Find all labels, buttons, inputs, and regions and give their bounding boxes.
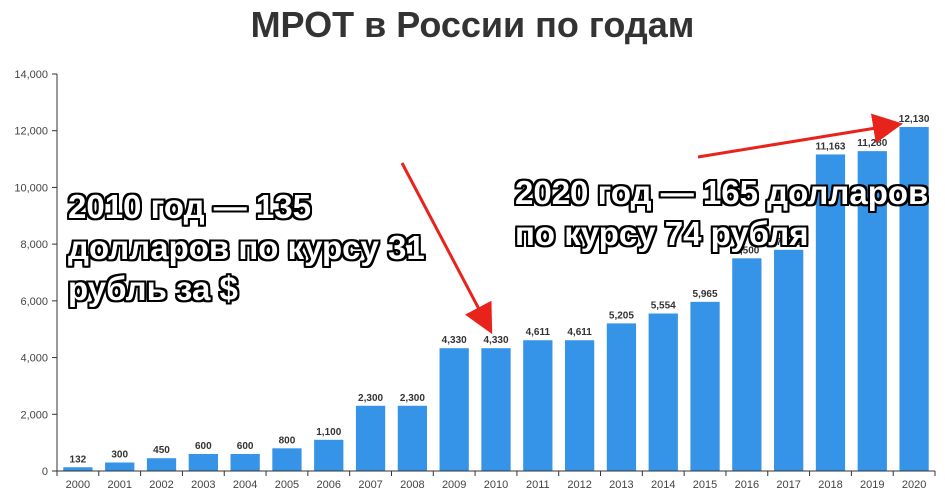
arrow-to-2020 — [697, 113, 903, 159]
x-tick-label-2009: 2009 — [442, 479, 466, 491]
bar-2009 — [439, 348, 469, 471]
x-axis: 2000 2001 2002 2003 2004 2005 2006 2007 2008 2009… — [56, 470, 936, 491]
x-tick-label-2020: 2020 — [902, 479, 926, 491]
bar-2010 — [481, 348, 511, 471]
bar-2016 — [732, 258, 762, 471]
bars — [63, 127, 929, 472]
data-label-2006: 1,100 — [316, 427, 341, 438]
y-tick-label: 2,000 — [20, 409, 48, 421]
data-label-2020: 12,130 — [899, 114, 930, 125]
x-tick-label-2002: 2002 — [149, 479, 173, 491]
bar-2000 — [63, 467, 93, 471]
data-label-2007: 2,300 — [358, 393, 383, 404]
annotation-2020: 2020 год — 165 долларов по курсу 74 рубл… — [515, 172, 935, 254]
bar-2014 — [648, 313, 678, 471]
y-tick-label: 10,000 — [14, 182, 48, 194]
x-tick-label-2011: 2011 — [526, 479, 550, 491]
bar-2002 — [146, 458, 177, 471]
data-label-2012: 4,611 — [567, 327, 592, 338]
x-tick-label-2010: 2010 — [484, 479, 508, 491]
bar-2007 — [355, 405, 386, 471]
x-tick-label-2003: 2003 — [191, 479, 215, 491]
bar-2013 — [606, 323, 637, 471]
chart-title: МРОТ в России по годам — [250, 4, 695, 45]
x-tick-label-2013: 2013 — [609, 479, 633, 491]
data-labels: 132 300 450 600 600 800 1,100 2,300 2,300 4,330 4,… — [70, 114, 930, 465]
annotation-2020-line-1: 2020 год — 165 долларов — [515, 174, 929, 211]
data-label-2015: 5,965 — [693, 289, 718, 300]
data-label-2008: 2,300 — [400, 393, 425, 404]
annotation-2010-line-2: долларов по курсу 31 — [68, 229, 425, 266]
bar-2015 — [690, 301, 720, 471]
x-tick-label-2014: 2014 — [651, 479, 675, 491]
x-tick-label-2016: 2016 — [735, 479, 759, 491]
x-tick-label-2000: 2000 — [66, 479, 90, 491]
y-tick-label: 14,000 — [14, 69, 48, 81]
y-tick-label: 6,000 — [20, 296, 48, 308]
data-label-2018: 11,163 — [815, 141, 845, 152]
data-label-2001: 300 — [111, 449, 128, 460]
data-label-2005: 800 — [279, 435, 296, 446]
data-label-2014: 5,554 — [651, 301, 676, 312]
bar-2012 — [564, 340, 595, 471]
arrow-to-2010 — [400, 162, 493, 335]
bar-2011 — [523, 340, 553, 471]
bar-2017 — [774, 249, 804, 471]
annotation-2010-line-1: 2010 год — 135 — [68, 188, 311, 225]
x-tick-label-2019: 2019 — [860, 479, 884, 491]
y-tick-label: 8,000 — [20, 239, 48, 251]
x-tick-label-2015: 2015 — [693, 479, 717, 491]
data-label-2004: 600 — [237, 441, 254, 452]
data-label-2002: 450 — [153, 445, 170, 456]
bar-2019 — [857, 151, 887, 472]
data-label-2000: 132 — [70, 454, 87, 465]
bar-2006 — [314, 439, 344, 471]
annotation-2020-line-2: по курсу 74 рубля — [515, 215, 809, 252]
x-tick-label-2001: 2001 — [107, 479, 131, 491]
bar-2005 — [272, 448, 302, 471]
bar-2008 — [397, 405, 428, 471]
bar-2004 — [230, 453, 260, 471]
data-label-2009: 4,330 — [442, 335, 467, 346]
data-label-2010: 4,330 — [483, 335, 508, 346]
y-axis: 0 2,000 4,000 6,000 8,000 10,000 12,000 14,000 — [14, 69, 58, 478]
x-tick-label-2004: 2004 — [233, 479, 257, 491]
bar-2003 — [188, 453, 218, 471]
bar-2001 — [105, 462, 135, 471]
x-tick-label-2005: 2005 — [275, 479, 299, 491]
annotation-arrows — [400, 113, 903, 335]
data-label-2019: 11,280 — [857, 138, 887, 149]
bar-2018 — [815, 154, 846, 471]
bar-2020 — [899, 127, 929, 471]
data-label-2011: 4,611 — [526, 327, 551, 338]
annotation-2010: 2010 год — 135 долларов по курсу 31 рубл… — [68, 186, 438, 309]
y-tick-label: 12,000 — [14, 126, 48, 138]
data-label-2013: 5,205 — [609, 310, 634, 321]
x-tick-label-2007: 2007 — [358, 479, 382, 491]
y-tick-label: 0 — [42, 466, 48, 478]
y-tick-label: 4,000 — [20, 353, 48, 365]
x-tick-label-2012: 2012 — [567, 479, 591, 491]
x-tick-label-2018: 2018 — [818, 479, 842, 491]
data-label-2017: 7,800 — [776, 237, 801, 248]
data-label-2003: 600 — [195, 441, 212, 452]
annotation-2010-line-3: рубль за $ — [68, 270, 238, 307]
x-tick-label-2006: 2006 — [317, 479, 341, 491]
data-label-2016: 7,500 — [734, 245, 759, 256]
x-tick-label-2008: 2008 — [400, 479, 424, 491]
x-tick-label-2017: 2017 — [776, 479, 800, 491]
